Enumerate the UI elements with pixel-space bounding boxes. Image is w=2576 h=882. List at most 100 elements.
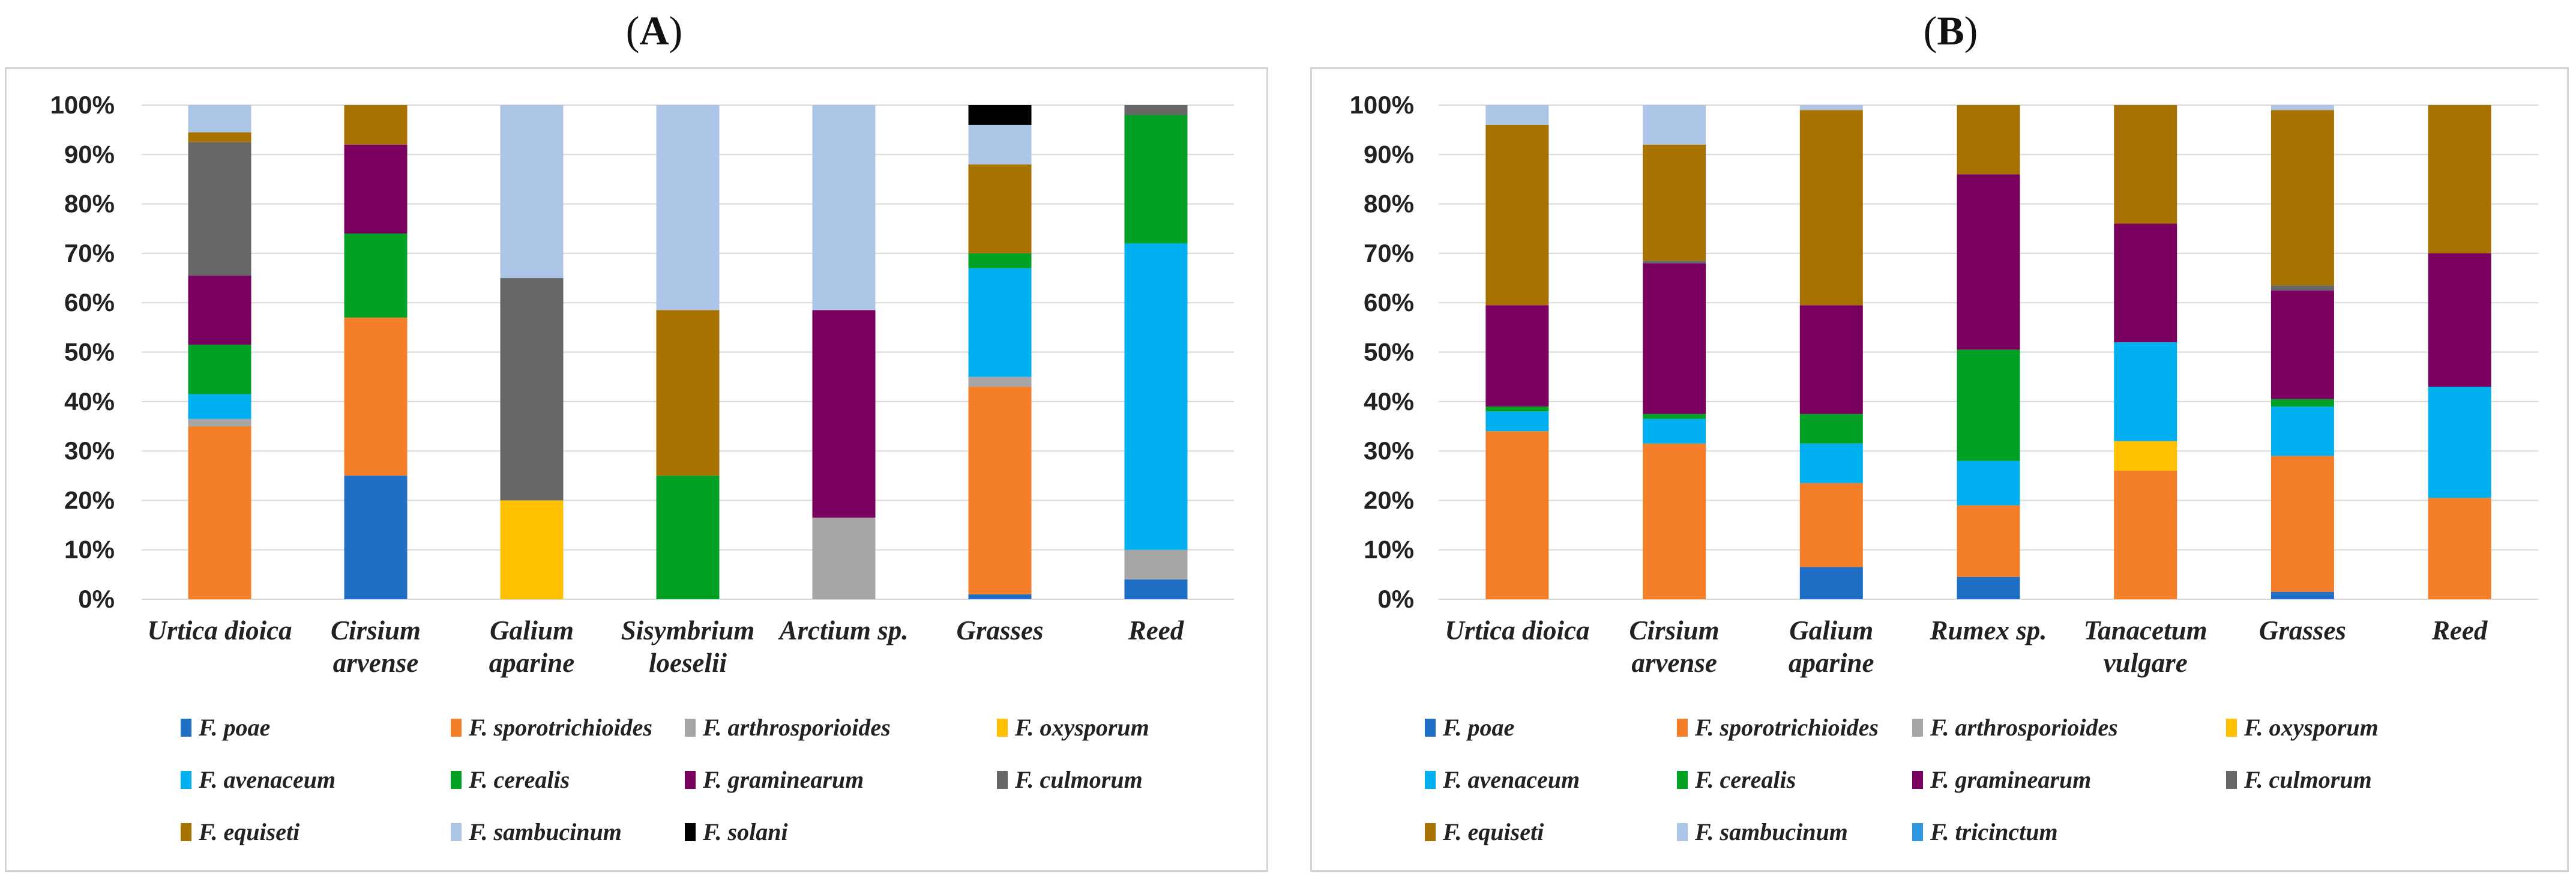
chart-a-legend-label-f-sporotrichioides: F. sporotrichioides (468, 714, 652, 741)
chart-b-legend-swatch-f-graminearum (1912, 771, 1923, 789)
chart-b-bar-f-cerealis-3 (1799, 414, 1863, 444)
chart-a-bar-f-sambucinum-6 (968, 124, 1032, 165)
chart-b-legend-swatch-f-arthrosporioides (1912, 719, 1923, 737)
chart-a-legend-swatch-f-cerealis (451, 771, 462, 789)
chart-b-legend-label-f-culmorum: F. culmorum (2243, 766, 2372, 793)
chart-a-y-tick-label: 70% (64, 239, 115, 267)
chart-a-bar-f-cerealis-1 (188, 345, 251, 394)
chart-b-bar-f-avenaceum-1 (1485, 411, 1549, 432)
chart-a-legend-label-f-solani: F. solani (702, 818, 788, 845)
chart-b-bar-f-graminearum-3 (1799, 305, 1863, 414)
chart-a-bar-f-graminearum-2 (344, 144, 408, 234)
chart-a-category-label: arvense (333, 648, 418, 678)
chart-a-bar-f-sambucinum-4 (656, 105, 720, 310)
chart-b-bar-f-graminearum-1 (1485, 305, 1549, 407)
chart-a-y-tick-label: 60% (64, 288, 115, 316)
chart-b-category-label: Rumex sp. (1929, 615, 2047, 645)
chart-b-bar-f-cerealis-4 (1957, 349, 2020, 461)
chart-b-legend-swatch-f-sporotrichioides (1677, 719, 1688, 737)
chart-b-legend-label-f-tricinctum: F. tricinctum (1930, 818, 2058, 845)
chart-b-bar-f-sporotrichioides-7 (2428, 498, 2491, 599)
chart-b-legend-label-f-sporotrichioides: F. sporotrichioides (1694, 714, 1879, 741)
chart-b-category-label: Reed (2431, 615, 2488, 645)
chart-b-y-tick-label: 90% (1364, 140, 1414, 168)
chart-a-category-label: Arctium sp. (777, 615, 908, 645)
chart-a-legend-swatch-f-oxysporum (997, 719, 1008, 737)
chart-b-legend-swatch-f-sambucinum (1677, 823, 1688, 841)
chart-b-y-tick-label: 10% (1364, 536, 1414, 564)
chart-a-legend-label-f-sambucinum: F. sambucinum (468, 818, 622, 845)
chart-a-bar-f-avenaceum-1 (188, 394, 251, 419)
chart-b-legend-swatch-f-poae (1425, 719, 1436, 737)
chart-b-category-label: vulgare (2104, 648, 2188, 678)
chart-b-legend-label-f-equiseti: F. equiseti (1442, 818, 1544, 845)
chart-a-bar-f-arthrosporioides-1 (188, 418, 251, 426)
chart-b-bar-f-avenaceum-6 (2271, 406, 2334, 456)
chart-b: 0% 10% 20% 30% 40% 50% 60% 70% 80% 90% 100% Urtica … (1350, 91, 2538, 845)
chart-b-legend-label-f-sambucinum: F. sambucinum (1694, 818, 1848, 845)
chart-b-bar-f-sambucinum-3 (1799, 105, 1863, 110)
chart-a-legend-label-f-culmorum: F. culmorum (1014, 766, 1143, 793)
chart-a-bar-f-graminearum-5 (812, 310, 876, 518)
chart-b-category-label: Grasses (2259, 615, 2346, 645)
chart-b-bar-f-poae-3 (1799, 567, 1863, 599)
chart-a-y-tick-label: 0% (78, 585, 115, 613)
chart-b-bar-f-culmorum-2 (1643, 261, 1706, 264)
chart-a-bar-f-culmorum-3 (500, 278, 564, 501)
chart-b-y-tick-label: 70% (1364, 239, 1414, 267)
chart-a-legend-label-f-avenaceum: F. avenaceum (198, 766, 336, 793)
chart-b-bar-f-poae-6 (2271, 591, 2334, 599)
chart-a-category-label: Galium (490, 615, 574, 645)
chart-b-y-tick-label: 30% (1364, 436, 1414, 465)
chart-a-y-tick-label: 20% (64, 486, 115, 514)
chart-b-bar-f-equiseti-7 (2428, 105, 2491, 253)
panel-label-a-letter: A (639, 8, 669, 53)
chart-a-bar-f-sporotrichioides-1 (188, 426, 251, 599)
chart-b-bar-f-sporotrichioides-5 (2114, 471, 2177, 599)
chart-b-bar-f-sporotrichioides-6 (2271, 456, 2334, 592)
chart-b-y-tick-label: 60% (1364, 288, 1414, 316)
chart-b-category-label: Cirsium (1630, 615, 1720, 645)
chart-a-bar-f-poae-7 (1124, 579, 1188, 599)
chart-a-bar-f-cerealis-2 (344, 233, 408, 318)
chart-a-bar-f-arthrosporioides-5 (812, 518, 876, 599)
chart-b-legend-swatch-f-avenaceum (1425, 771, 1436, 789)
chart-b-category-label: aparine (1789, 648, 1874, 678)
chart-b-bar-f-cerealis-6 (2271, 399, 2334, 407)
chart-b-y-tick-label: 20% (1364, 486, 1414, 514)
chart-b-bar-f-sporotrichioides-2 (1643, 443, 1706, 599)
chart-b-frame: 0% 10% 20% 30% 40% 50% 60% 70% 80% 90% 100% Urtica … (1310, 67, 2569, 872)
chart-b-legend-swatch-f-equiseti (1425, 823, 1436, 841)
chart-b-bar-f-graminearum-6 (2271, 290, 2334, 399)
chart-a-y-tick-label: 90% (64, 140, 115, 168)
chart-a-bar-f-sambucinum-3 (500, 105, 564, 279)
chart-a-bar-f-equiseti-4 (656, 310, 720, 476)
chart-a-bar-f-oxysporum-3 (500, 500, 564, 599)
chart-b-bar-f-oxysporum-5 (2114, 441, 2177, 471)
chart-a-bar-f-culmorum-1 (188, 142, 251, 276)
chart-b-y-tick-label: 80% (1364, 190, 1414, 218)
chart-a-bar-f-cerealis-7 (1124, 115, 1188, 244)
chart-b-legend-label-f-poae: F. poae (1442, 714, 1514, 741)
chart-b-bar-f-poae-4 (1957, 576, 2020, 599)
chart-a-legend-swatch-f-poae (181, 719, 191, 737)
chart-b-category-label: Tanacetum (2084, 615, 2207, 645)
chart-b-bar-f-graminearum-7 (2428, 253, 2491, 387)
chart-b-bar-f-sambucinum-2 (1643, 105, 1706, 145)
chart-a-bar-f-equiseti-6 (968, 164, 1032, 253)
chart-b-bar-f-equiseti-1 (1485, 124, 1549, 306)
chart-a-category-label: Reed (1128, 615, 1185, 645)
chart-a-y-tick-label: 40% (64, 387, 115, 415)
chart-b-bar-f-equiseti-5 (2114, 105, 2177, 224)
chart-b-bar-f-avenaceum-5 (2114, 342, 2177, 441)
chart-b-bar-f-sporotrichioides-3 (1799, 483, 1863, 567)
chart-b-legend-label-f-cerealis: F. cerealis (1694, 766, 1796, 793)
chart-a-bar-f-graminearum-1 (188, 275, 251, 345)
chart-a-bar-f-sporotrichioides-6 (968, 387, 1032, 594)
chart-a-frame: 0% 10% 20% 30% 40% 50% 60% 70% 80% 90% 100% Urtica … (5, 67, 1268, 872)
panel-label-b: (B) (1923, 8, 1978, 53)
chart-a-bar-f-sporotrichioides-2 (344, 317, 408, 476)
chart-b-legend-label-f-graminearum: F. graminearum (1930, 766, 2091, 793)
chart-a-bar-f-cerealis-4 (656, 476, 720, 599)
chart-a-legend-label-f-graminearum: F. graminearum (702, 766, 864, 793)
